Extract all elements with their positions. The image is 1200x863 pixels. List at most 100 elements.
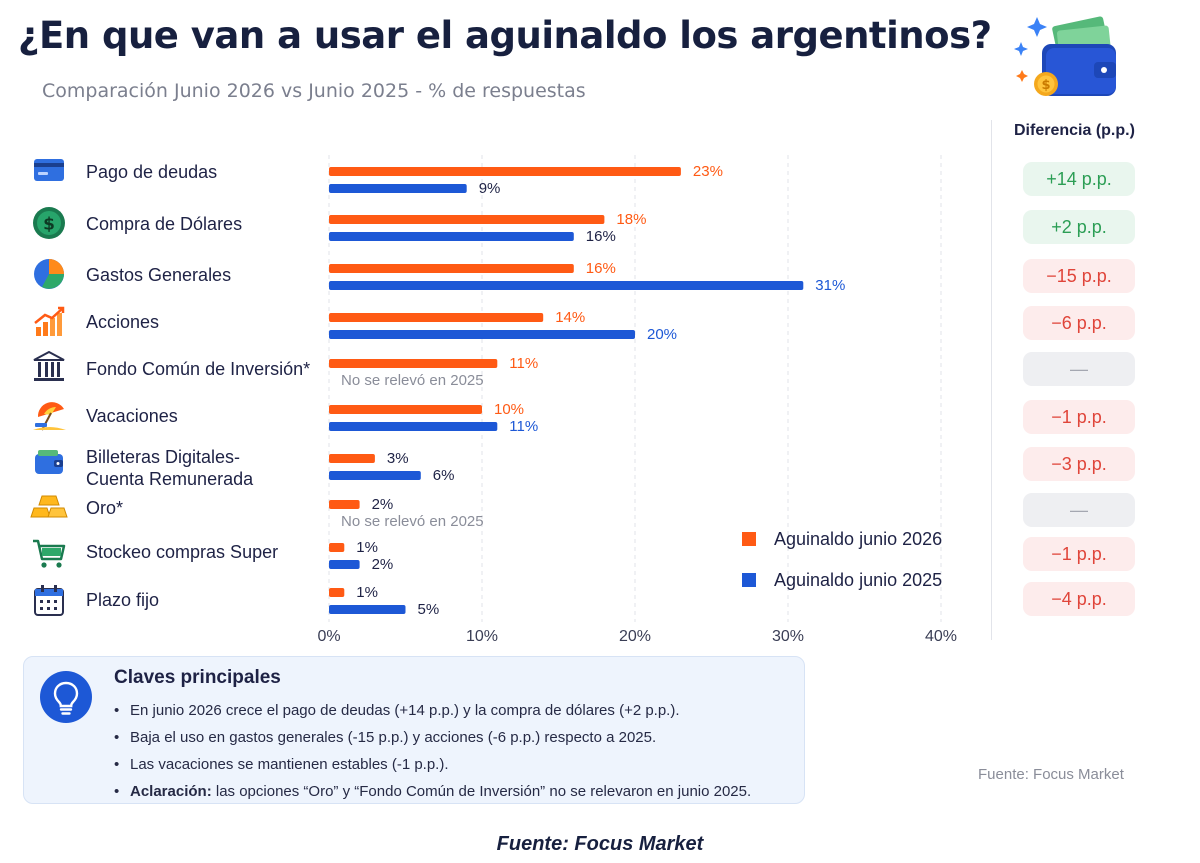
key-points-box: Claves principales En junio 2026 crece e… [23, 656, 805, 804]
category-label: Vacaciones [86, 405, 178, 427]
difference-pill: −1 p.p. [1023, 537, 1135, 571]
category-label-line: Pago de deudas [86, 162, 218, 182]
page-subtitle: Comparación Junio 2026 vs Junio 2025 - %… [42, 80, 586, 102]
data-label: 5% [418, 601, 440, 618]
bar-2026 [329, 215, 605, 224]
category-label-line: Fondo Común de Inversión* [86, 359, 311, 379]
bar-2025 [329, 471, 421, 480]
legend-label-2026: Aguinaldo junio 2026 [774, 529, 943, 549]
wallet-money-icon: $ [1014, 16, 1116, 96]
category-label: Gastos Generales [86, 264, 231, 286]
difference-pill: +14 p.p. [1023, 162, 1135, 196]
category-label-line: Gastos Generales [86, 265, 232, 285]
x-tick-label: 10% [466, 628, 498, 645]
legend-label-2025: Aguinaldo junio 2025 [774, 570, 943, 590]
category-label: Fondo Común de Inversión* [86, 358, 310, 380]
bar-chart: 0% 10% 20% 30% 40%23%9%18%16%16%31%14%20%11%… [317, 155, 957, 645]
source-footer: Fuente: Focus Market [496, 833, 704, 855]
data-label: 11% [509, 418, 538, 435]
note-label: Aclaración: [130, 783, 212, 800]
difference-pill: — [1023, 352, 1135, 386]
category-label-line: Stockeo compras Super [86, 542, 279, 562]
bar-2026 [329, 264, 574, 273]
bar-2026 [329, 313, 544, 322]
bar-2026 [329, 167, 681, 176]
difference-pill: −15 p.p. [1023, 259, 1135, 293]
difference-divider [991, 120, 992, 640]
data-label: 2% [372, 496, 394, 513]
x-tick-label: 20% [619, 628, 651, 645]
svg-text:$: $ [43, 215, 55, 235]
pie-chart-icon [34, 259, 64, 289]
key-points-title: Claves principales [114, 667, 281, 688]
data-label: 31% [815, 277, 845, 294]
lightbulb-icon [40, 671, 92, 723]
legend-swatch-2026 [742, 532, 756, 546]
data-label: 11% [509, 355, 538, 372]
category-label: Stockeo compras Super [86, 541, 278, 563]
category-label: Pago de deudas [86, 161, 217, 183]
category-label: Oro* [86, 497, 123, 519]
shopping-cart-icon [33, 539, 66, 568]
dollar-coin-icon: $ [33, 207, 65, 239]
x-tick-label: 40% [925, 628, 957, 645]
category-label: Plazo fijo [86, 589, 159, 611]
difference-header: Diferencia (p.p.) [1014, 122, 1135, 139]
data-label: 9% [479, 180, 501, 197]
data-label: 23% [693, 163, 723, 180]
credit-card-icon [34, 159, 64, 181]
bar-2025 [329, 330, 635, 339]
bar-2026 [329, 405, 482, 414]
legend-item-2025: Aguinaldo junio 2025 [742, 570, 942, 591]
data-label: 16% [586, 260, 616, 277]
bar-2025 [329, 281, 804, 290]
growth-chart-icon [34, 306, 65, 336]
note-text: las opciones “Oro” y “Fondo Común de Inv… [211, 783, 752, 800]
difference-pill: −4 p.p. [1023, 582, 1135, 616]
key-point: En junio 2026 crece el pago de deudas (+… [114, 697, 751, 724]
bar-2025 [329, 184, 467, 193]
key-point-note: Aclaración: las opciones “Oro” y “Fondo … [114, 778, 751, 805]
data-label: 3% [387, 450, 409, 467]
category-label: Compra de Dólares [86, 213, 242, 235]
category-label-line: Billeteras Digitales- [86, 447, 241, 467]
bar-2026 [329, 588, 345, 597]
category-label-line: Oro* [86, 498, 124, 518]
key-point: Baja el uso en gastos generales (-15 p.p… [114, 724, 751, 751]
bank-icon [33, 350, 65, 381]
difference-pill: −6 p.p. [1023, 306, 1135, 340]
category-label-line: Cuenta Remunerada [86, 469, 254, 489]
data-label: 2% [372, 556, 394, 573]
data-label: 18% [616, 211, 646, 228]
category-label-line: Compra de Dólares [86, 214, 243, 234]
key-points-list: En junio 2026 crece el pago de deudas (+… [114, 697, 751, 805]
x-tick-label: 30% [772, 628, 804, 645]
difference-pill: — [1023, 493, 1135, 527]
key-point: Las vacaciones se mantienen estables (-1… [114, 751, 751, 778]
bar-2026 [329, 359, 498, 368]
bar-2025 [329, 422, 498, 431]
not-surveyed-label: No se relevó en 2025 [341, 372, 484, 389]
bar-2026 [329, 543, 345, 552]
difference-pill: −1 p.p. [1023, 400, 1135, 434]
legend-swatch-2025 [742, 573, 756, 587]
bar-2026 [329, 454, 375, 463]
difference-pill: −3 p.p. [1023, 447, 1135, 481]
wallet-icon [35, 450, 63, 474]
category-label-line: Acciones [86, 312, 160, 332]
data-label: 14% [555, 309, 585, 326]
data-label: 1% [356, 584, 378, 601]
bar-2025 [329, 605, 406, 614]
gold-bars-icon [30, 495, 68, 518]
not-surveyed-label: No se relevó en 2025 [341, 513, 484, 530]
page-title: ¿En que van a usar el aguinaldo los arge… [18, 14, 992, 57]
data-label: 1% [356, 539, 378, 556]
x-tick-label: 0% [317, 628, 340, 645]
source-note: Fuente: Focus Market [978, 766, 1124, 783]
bar-2025 [329, 232, 574, 241]
bar-2026 [329, 500, 360, 509]
calendar-icon [34, 585, 64, 616]
data-label: 6% [433, 467, 455, 484]
category-label: Billeteras Digitales- Cuenta Remunerada [86, 446, 253, 490]
legend-item-2026: Aguinaldo junio 2026 [742, 529, 942, 550]
